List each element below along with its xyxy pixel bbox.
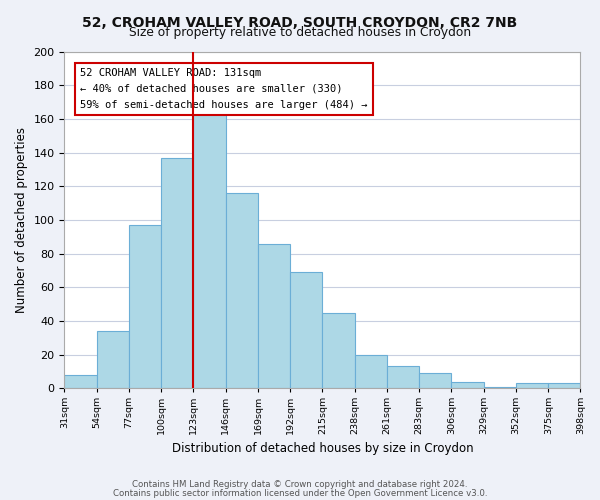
Bar [258, 244, 290, 388]
Text: 52 CROHAM VALLEY ROAD: 131sqm
← 40% of detached houses are smaller (330)
59% of : 52 CROHAM VALLEY ROAD: 131sqm ← 40% of d… [80, 68, 367, 110]
Bar [451, 382, 484, 388]
Bar [226, 193, 258, 388]
Bar [97, 331, 129, 388]
Bar [290, 272, 322, 388]
Bar [484, 386, 516, 388]
Bar [516, 384, 548, 388]
Text: Contains HM Land Registry data © Crown copyright and database right 2024.: Contains HM Land Registry data © Crown c… [132, 480, 468, 489]
Text: Contains public sector information licensed under the Open Government Licence v3: Contains public sector information licen… [113, 488, 487, 498]
Bar [161, 158, 193, 388]
Y-axis label: Number of detached properties: Number of detached properties [15, 127, 28, 313]
X-axis label: Distribution of detached houses by size in Croydon: Distribution of detached houses by size … [172, 442, 473, 455]
Text: 52, CROHAM VALLEY ROAD, SOUTH CROYDON, CR2 7NB: 52, CROHAM VALLEY ROAD, SOUTH CROYDON, C… [82, 16, 518, 30]
Bar [548, 384, 580, 388]
Bar [64, 375, 97, 388]
Text: Size of property relative to detached houses in Croydon: Size of property relative to detached ho… [129, 26, 471, 39]
Bar [193, 110, 226, 388]
Bar [419, 373, 451, 388]
Bar [322, 312, 355, 388]
Bar [129, 225, 161, 388]
Bar [355, 354, 387, 388]
Bar [387, 366, 419, 388]
